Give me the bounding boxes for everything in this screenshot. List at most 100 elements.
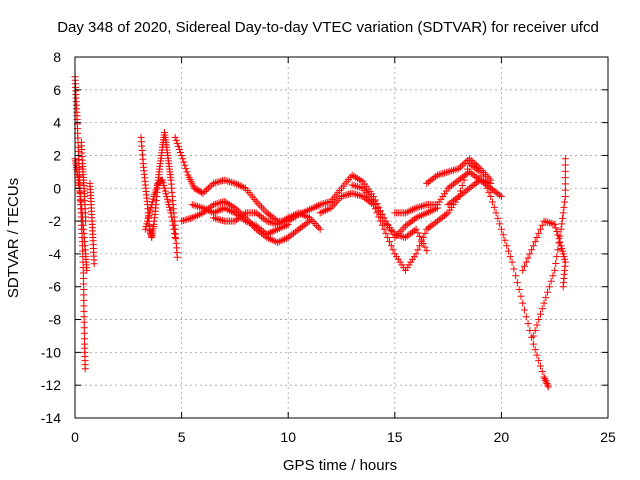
data-point bbox=[192, 212, 200, 220]
data-point bbox=[180, 158, 188, 166]
data-point bbox=[281, 235, 289, 243]
data-point bbox=[334, 196, 342, 204]
data-point bbox=[202, 186, 210, 194]
data-point bbox=[410, 215, 418, 223]
data-point bbox=[314, 223, 322, 231]
y-tick-label: -14 bbox=[41, 410, 61, 426]
data-point bbox=[396, 232, 404, 240]
data-point bbox=[282, 221, 290, 229]
data-point bbox=[348, 181, 356, 189]
data-point bbox=[417, 236, 425, 244]
data-point bbox=[167, 209, 175, 217]
series-s15 bbox=[444, 176, 495, 209]
data-point bbox=[199, 204, 207, 212]
data-point bbox=[561, 155, 569, 163]
data-point bbox=[293, 227, 301, 235]
data-point bbox=[323, 206, 331, 214]
data-point bbox=[536, 362, 544, 370]
data-point bbox=[236, 213, 244, 221]
series-s13 bbox=[391, 168, 505, 217]
data-point bbox=[432, 218, 440, 226]
data-point bbox=[403, 208, 411, 216]
data-point bbox=[535, 229, 543, 237]
data-point bbox=[559, 283, 567, 291]
data-point bbox=[538, 305, 546, 313]
data-point bbox=[350, 190, 358, 198]
data-point bbox=[208, 181, 216, 189]
data-point bbox=[270, 237, 278, 245]
data-point bbox=[419, 202, 427, 210]
data-point bbox=[378, 214, 386, 222]
data-point bbox=[473, 161, 481, 169]
data-point bbox=[485, 179, 493, 187]
data-point bbox=[284, 214, 292, 222]
y-tick-label: 0 bbox=[53, 180, 61, 196]
data-point bbox=[215, 215, 223, 223]
data-point bbox=[561, 174, 569, 182]
data-point bbox=[529, 242, 537, 250]
data-point bbox=[412, 225, 420, 233]
data-point bbox=[538, 368, 546, 376]
data-point bbox=[279, 217, 287, 225]
data-point bbox=[195, 203, 203, 211]
y-tick-label: -2 bbox=[49, 213, 62, 229]
data-point bbox=[455, 176, 463, 184]
data-point bbox=[469, 158, 477, 166]
data-point bbox=[400, 224, 408, 232]
data-point bbox=[316, 209, 324, 217]
data-point bbox=[560, 203, 568, 211]
data-point bbox=[543, 380, 551, 388]
data-point bbox=[170, 225, 178, 233]
data-point bbox=[446, 183, 454, 191]
x-axis-title: GPS time / hours bbox=[283, 457, 397, 474]
data-point bbox=[471, 172, 479, 180]
data-point bbox=[522, 313, 530, 321]
data-point bbox=[226, 178, 234, 186]
data-point bbox=[240, 210, 248, 218]
data-point bbox=[353, 191, 361, 199]
data-point bbox=[426, 177, 434, 185]
data-point bbox=[496, 191, 504, 199]
y-tick-label: -8 bbox=[49, 312, 62, 328]
data-point bbox=[385, 238, 393, 246]
data-point bbox=[270, 227, 278, 235]
data-point bbox=[425, 224, 433, 232]
data-point bbox=[325, 205, 333, 213]
data-point bbox=[425, 208, 433, 216]
data-point bbox=[387, 242, 395, 250]
data-point bbox=[471, 160, 479, 168]
data-point bbox=[252, 222, 260, 230]
x-tick-label: 25 bbox=[600, 429, 616, 445]
data-point bbox=[380, 225, 388, 233]
data-point bbox=[557, 225, 565, 233]
data-point bbox=[410, 227, 418, 235]
x-axis-ticks: 0 5 10 15 20 25 bbox=[71, 57, 616, 445]
data-point bbox=[419, 211, 427, 219]
data-point bbox=[268, 219, 276, 227]
data-point bbox=[352, 173, 360, 181]
data-point bbox=[457, 163, 465, 171]
data-point bbox=[222, 205, 230, 213]
data-point bbox=[357, 184, 365, 192]
data-point bbox=[412, 250, 420, 258]
data-point bbox=[401, 234, 409, 241]
data-point bbox=[199, 189, 207, 197]
data-point bbox=[561, 198, 569, 206]
data-point bbox=[227, 178, 235, 186]
data-point bbox=[416, 242, 424, 250]
data-point bbox=[266, 229, 274, 237]
data-point bbox=[542, 378, 550, 386]
data-point bbox=[531, 238, 539, 246]
data-point bbox=[190, 201, 198, 209]
data-point bbox=[553, 253, 561, 261]
data-point bbox=[282, 234, 290, 242]
y-tick-label: -12 bbox=[41, 377, 61, 393]
data-point bbox=[540, 217, 548, 225]
data-point bbox=[195, 211, 203, 219]
data-point bbox=[286, 213, 294, 221]
data-point bbox=[297, 224, 305, 232]
data-point bbox=[478, 166, 486, 174]
data-point bbox=[455, 165, 463, 173]
data-point bbox=[213, 200, 221, 208]
data-point bbox=[258, 213, 266, 221]
